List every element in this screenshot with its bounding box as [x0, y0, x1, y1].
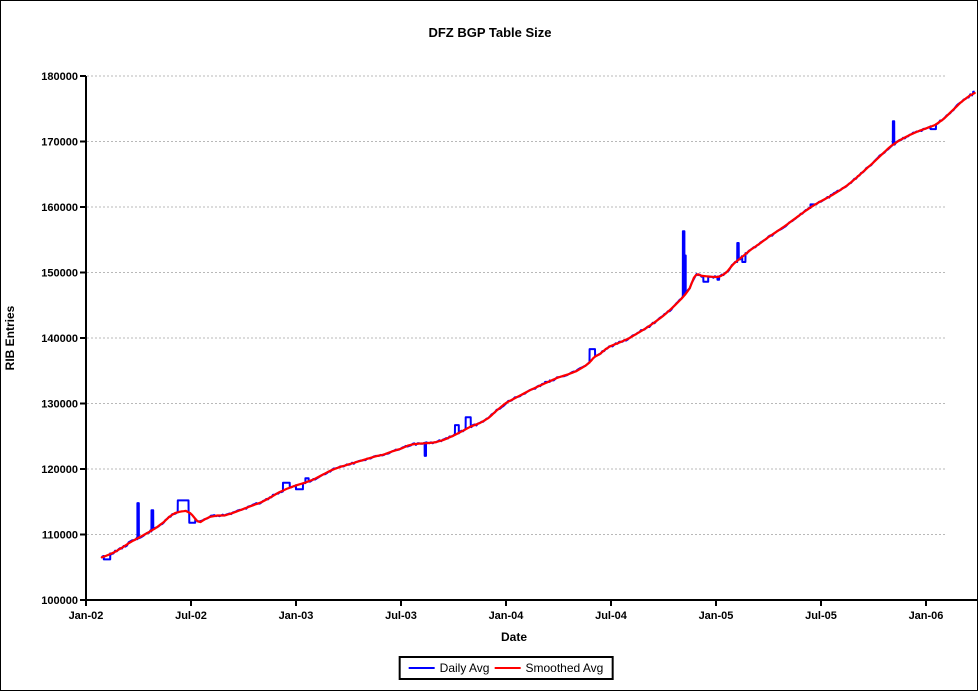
y-tick-label: 150000 [41, 268, 78, 280]
legend-label-smoothed-avg: Smoothed Avg [525, 661, 604, 675]
x-tick-label: Jul-05 [805, 610, 837, 622]
daily-avg-line [101, 90, 975, 561]
legend: Daily Avg Smoothed Avg [398, 656, 614, 680]
y-tick-label: 110000 [42, 530, 78, 542]
y-tick-label: 140000 [41, 333, 78, 345]
x-tick-label: Jan-04 [489, 610, 525, 622]
legend-label-daily-avg: Daily Avg [439, 661, 490, 675]
x-tick-label: Jul-03 [385, 610, 417, 622]
x-tick-label: Jan-06 [909, 610, 944, 622]
daily-avg-line-swatch [408, 667, 435, 669]
x-tick-label: Jul-04 [595, 610, 628, 622]
x-tick-label: Jan-02 [69, 610, 104, 622]
y-tick-label: 130000 [41, 399, 78, 411]
y-tick-label: 120000 [41, 464, 78, 476]
smoothed-avg-line [100, 91, 976, 559]
y-tick-label: 180000 [41, 71, 78, 83]
y-tick-label: 160000 [41, 202, 78, 214]
x-tick-label: Jan-03 [279, 610, 314, 622]
chart-title: DFZ BGP Table Size [428, 25, 552, 40]
x-tick-label: Jul-02 [175, 610, 207, 622]
y-tick-label: 100000 [41, 595, 78, 607]
smoothed-avg-line-swatch [494, 667, 521, 669]
x-axis-title: Date [500, 630, 527, 644]
y-tick-label: 170000 [41, 137, 78, 149]
x-tick-label: Jan-05 [699, 610, 734, 622]
